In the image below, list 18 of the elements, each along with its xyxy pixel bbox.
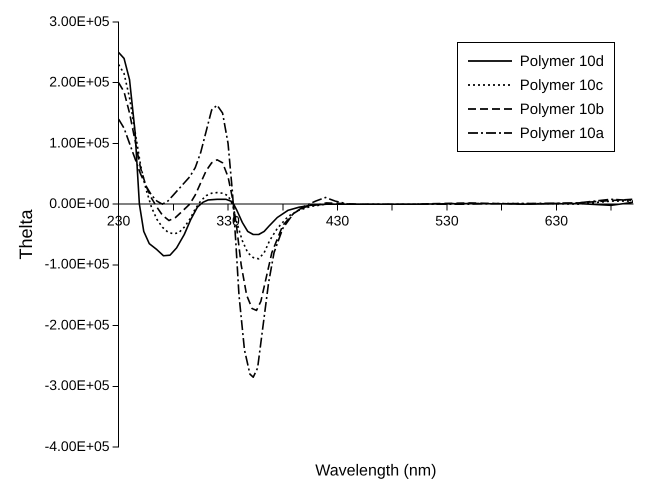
y-tick-label: -2.00E+05: [44, 316, 110, 332]
y-tick-label: 3.00E+05: [49, 12, 110, 29]
legend-label: Polymer 10a: [520, 124, 604, 142]
x-tick-label: 430: [326, 212, 350, 228]
legend-label: Polymer 10b: [520, 100, 604, 118]
x-tick-label: 330: [216, 212, 240, 228]
x-axis-title: Wavelength (nm): [315, 462, 436, 480]
y-tick-label: 2.00E+05: [49, 74, 110, 90]
legend-label: Polymer 10c: [520, 76, 604, 94]
y-tick-label: 1.00E+05: [49, 134, 110, 150]
legend-label: Polymer 10d: [520, 52, 604, 70]
x-tick-label: 530: [435, 212, 459, 228]
y-tick-label: 0.00E+00: [49, 195, 110, 211]
x-tick-label: 630: [544, 212, 568, 228]
y-axis-title: Thelta: [16, 208, 36, 260]
y-tick-label: -3.00E+05: [44, 377, 110, 394]
y-tick-label: -4.00E+05: [44, 438, 110, 454]
y-tick-label: -1.00E+05: [44, 256, 110, 272]
